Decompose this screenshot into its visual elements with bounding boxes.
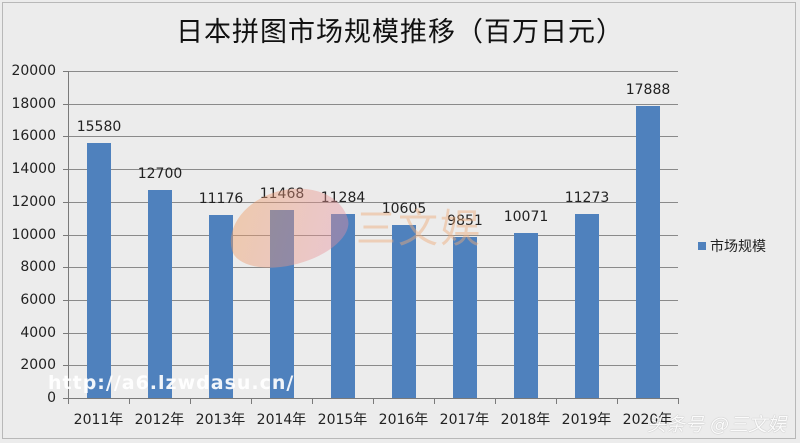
y-tick-label: 0 — [47, 390, 56, 406]
gridline — [68, 202, 678, 203]
x-tick-mark — [556, 398, 557, 404]
y-tick-label: 2000 — [20, 357, 56, 373]
x-tick-label: 2013年 — [195, 412, 246, 428]
x-tick-mark — [373, 398, 374, 404]
bar-value-label: 9851 — [447, 213, 483, 229]
x-tick-label: 2014年 — [256, 412, 307, 428]
y-tick-label: 10000 — [11, 227, 56, 243]
gridline — [68, 169, 678, 170]
y-tick-label: 16000 — [11, 128, 56, 144]
y-tick-label: 18000 — [11, 96, 56, 112]
gridline — [68, 300, 678, 301]
y-tick-label: 6000 — [20, 292, 56, 308]
bar — [331, 214, 355, 398]
x-tick-mark — [434, 398, 435, 404]
y-axis — [68, 71, 69, 404]
y-tick-label: 8000 — [20, 259, 56, 275]
y-tick-mark — [63, 169, 68, 170]
y-tick-mark — [63, 71, 68, 72]
y-tick-mark — [63, 333, 68, 334]
x-tick-mark — [678, 398, 679, 404]
bar — [575, 214, 599, 398]
x-tick-mark — [190, 398, 191, 404]
y-tick-label: 4000 — [20, 325, 56, 341]
bar-value-label: 10071 — [503, 209, 549, 225]
y-tick-mark — [63, 136, 68, 137]
legend-swatch-icon — [698, 242, 706, 250]
watermark-logo-text: 三文娱 — [356, 206, 482, 252]
y-tick-label: 20000 — [11, 63, 56, 79]
y-tick-mark — [63, 365, 68, 366]
y-tick-mark — [63, 202, 68, 203]
gridline — [68, 136, 678, 137]
bar-value-label: 17888 — [625, 82, 671, 98]
bar-value-label: 11468 — [247, 186, 317, 202]
x-tick-label: 2018年 — [500, 412, 551, 428]
y-tick-mark — [63, 398, 68, 399]
y-tick-label: 12000 — [11, 194, 56, 210]
x-tick-mark — [251, 398, 252, 404]
bar — [514, 233, 538, 398]
y-tick-mark — [63, 300, 68, 301]
gridline — [68, 235, 678, 236]
bar — [209, 215, 233, 398]
bar-value-label: 12700 — [137, 166, 183, 182]
x-tick-label: 2020年 — [622, 412, 673, 428]
bar — [453, 237, 477, 398]
gridline — [68, 104, 678, 105]
bar-value-label: 11284 — [320, 190, 366, 206]
y-tick-label: 14000 — [11, 161, 56, 177]
bar — [270, 210, 294, 398]
gridline — [68, 333, 678, 334]
bar — [636, 106, 660, 398]
bar — [148, 190, 172, 398]
bar-value-label: 10605 — [381, 201, 427, 217]
gridline — [68, 71, 678, 72]
gridline — [68, 365, 678, 366]
x-tick-mark — [617, 398, 618, 404]
y-tick-mark — [63, 104, 68, 105]
x-tick-mark — [129, 398, 130, 404]
x-tick-label: 2015年 — [317, 412, 368, 428]
chart-title: 日本拼图市场规模推移（百万日元） — [176, 17, 624, 48]
bar-value-label: 11176 — [198, 191, 244, 207]
bar — [87, 143, 111, 398]
bar-value-label: 15580 — [76, 119, 122, 135]
bar-value-label: 11273 — [564, 190, 610, 206]
legend: 市场规模 — [698, 236, 766, 256]
legend-label: 市场规模 — [710, 239, 766, 255]
x-tick-label: 2017年 — [439, 412, 490, 428]
y-tick-mark — [63, 267, 68, 268]
x-tick-label: 2019年 — [561, 412, 612, 428]
gridline — [68, 267, 678, 268]
bar — [392, 225, 416, 398]
watermark-url: http://a6.lzwdasu.cn/ — [48, 372, 295, 394]
x-tick-label: 2016年 — [378, 412, 429, 428]
x-tick-label: 2011年 — [73, 412, 124, 428]
x-tick-label: 2012年 — [134, 412, 185, 428]
x-tick-mark — [68, 398, 69, 404]
x-tick-mark — [312, 398, 313, 404]
x-tick-mark — [495, 398, 496, 404]
watermark-footer: 头条号 @三文娱 — [646, 414, 786, 436]
y-tick-mark — [63, 235, 68, 236]
